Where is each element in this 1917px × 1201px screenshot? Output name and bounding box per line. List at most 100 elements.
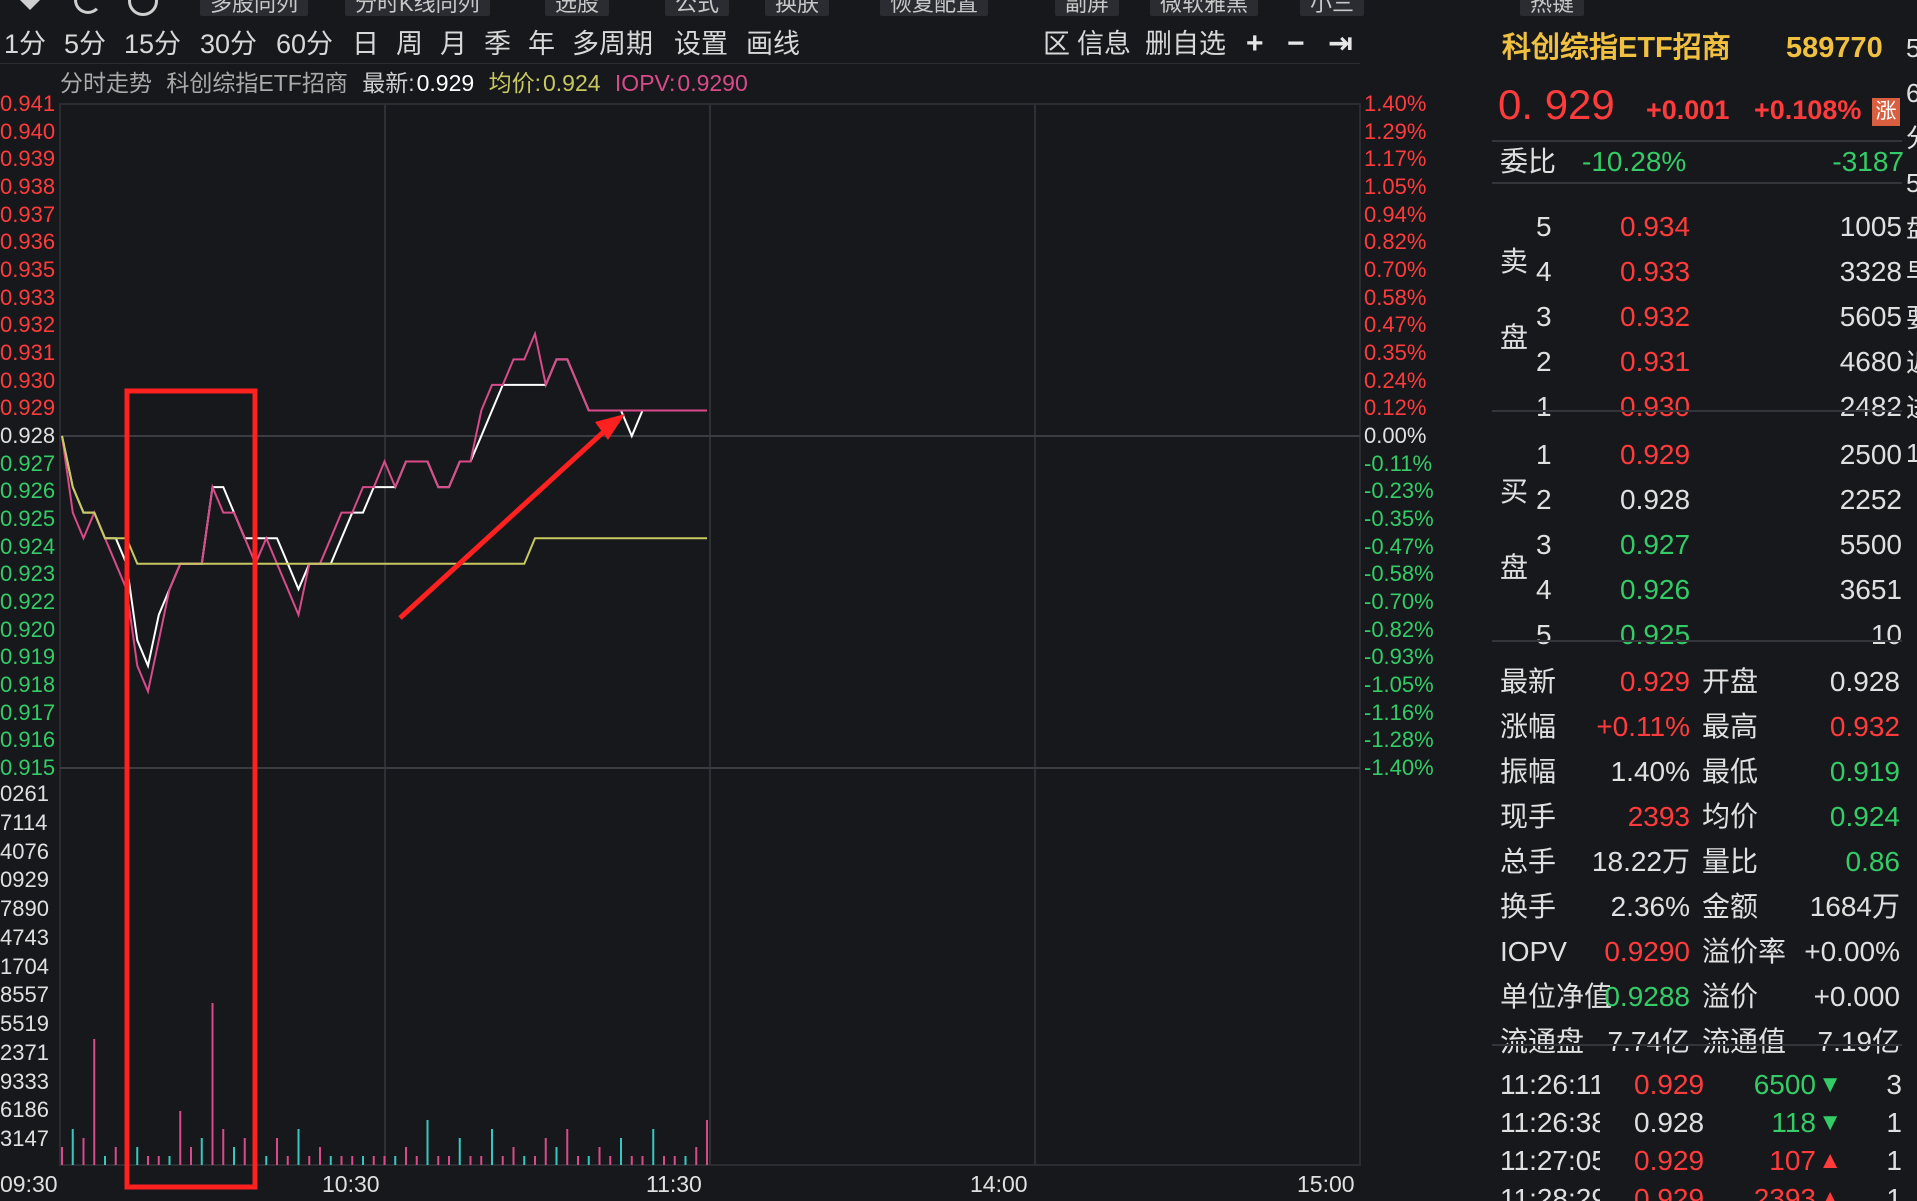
latest-label: 最新: [362, 70, 415, 96]
toolbar-button-8[interactable]: 小三 [1300, 0, 1365, 16]
period-tab-4[interactable]: 60分 [276, 29, 334, 59]
tick-time: 11:28:29 [1500, 1183, 1600, 1201]
price-tick: 0.926 [0, 478, 56, 504]
right-tab-2[interactable]: 删自选 [1145, 29, 1226, 59]
stat-value: 2.36% [1610, 891, 1690, 922]
price-tick: 0.935 [0, 257, 56, 282]
stat-label: 最低 [1702, 756, 1759, 787]
stat-value: +0.11% [1596, 711, 1690, 742]
chart-symbol-name: 科创综指ETF招商 [166, 70, 348, 96]
edge-char: 5 [1906, 168, 1917, 198]
price-tick: 0.917 [0, 699, 56, 725]
intraday-chart[interactable] [0, 0, 1490, 1201]
percent-tick: 0.35% [1364, 340, 1427, 365]
book-level: 5 [1536, 211, 1552, 242]
book-price: 0.932 [1620, 301, 1691, 332]
period-tab-10[interactable]: 多周期 [572, 29, 653, 59]
period-tab-12[interactable]: 画线 [746, 29, 800, 59]
toolbar-button-9[interactable]: 热键 [1520, 0, 1585, 16]
period-tab-11[interactable]: 设置 [674, 29, 728, 59]
tick-volume: 6500 [1753, 1069, 1816, 1100]
tick-volume: 118 [1771, 1107, 1816, 1138]
tick-time: 11:27:05 [1500, 1145, 1600, 1176]
stat-label: 现手 [1500, 801, 1557, 832]
arrow-right-end-icon[interactable]: ⇥ [1328, 27, 1354, 60]
divider [1492, 1044, 1902, 1046]
period-tab-2[interactable]: 15分 [124, 29, 182, 59]
percent-tick: -0.35% [1364, 506, 1434, 531]
period-tab-6[interactable]: 周 [396, 29, 423, 59]
price-tick: 0.938 [0, 174, 56, 199]
right-tab-0[interactable]: 区 [1043, 29, 1070, 59]
book-price: 0.926 [1620, 574, 1691, 605]
price-tick: 0.940 [0, 118, 56, 144]
stat-value: 7.19亿 [1817, 1026, 1901, 1057]
toolbar-button-3[interactable]: 公式 [665, 0, 730, 16]
latest-value: 0.929 [416, 70, 475, 96]
stat-label: 总手 [1500, 846, 1557, 877]
collapse-icon[interactable] [14, 0, 46, 10]
stat-label: 溢价 [1702, 981, 1759, 1012]
book-price: 0.930 [1620, 391, 1691, 422]
stat-value: 2393 [1627, 801, 1690, 832]
book-level: 4 [1536, 256, 1552, 287]
period-tab-3[interactable]: 30分 [200, 29, 258, 59]
percent-tick: -1.16% [1364, 699, 1434, 725]
stat-value: 0.932 [1829, 711, 1900, 742]
percent-tick: 0.94% [1364, 201, 1427, 227]
arrow-down-icon: ▼ [1818, 1109, 1842, 1136]
period-tab-5[interactable]: 日 [352, 29, 379, 59]
plus-icon[interactable]: + [1246, 27, 1264, 60]
book-price: 0.933 [1620, 256, 1691, 287]
price-tick: 0.923 [0, 561, 56, 587]
toolbar-button-4[interactable]: 换肤 [765, 0, 830, 16]
stat-label: 振幅 [1500, 756, 1557, 787]
minus-icon[interactable]: − [1287, 27, 1305, 60]
edge-char: 5 [1906, 33, 1917, 63]
stat-value: 0.919 [1829, 756, 1900, 787]
tick-price: 0.929 [1634, 1145, 1705, 1176]
edge-char: 要 [1906, 300, 1917, 336]
time-tick: 15:00 [1297, 1171, 1355, 1197]
time-tick: 14:00 [970, 1171, 1028, 1197]
period-tab-9[interactable]: 年 [528, 29, 555, 59]
toolbar-button-0[interactable]: 多股同列 [200, 0, 309, 16]
tick-count: 1 [1886, 1145, 1902, 1176]
toolbar-button-1[interactable]: 分时K线同列 [345, 0, 490, 16]
percent-tick: -0.11% [1364, 450, 1433, 476]
book-level: 1 [1536, 439, 1552, 470]
sell-label-top: 卖 [1500, 246, 1529, 277]
percent-tick: 0.82% [1364, 229, 1427, 255]
stat-value: 1.40% [1610, 756, 1690, 787]
stat-label: 单位净值 [1500, 981, 1613, 1012]
stat-label: 涨幅 [1500, 711, 1557, 742]
weibi-pct: -10.28% [1582, 146, 1687, 177]
refresh-icon[interactable] [74, 0, 102, 14]
percent-tick: -1.28% [1364, 727, 1434, 753]
period-tab-8[interactable]: 季 [484, 29, 511, 59]
toolbar-button-2[interactable]: 选股 [545, 0, 610, 16]
book-volume: 10 [1870, 619, 1902, 650]
chart-info-line: 分时走势 科创综指ETF招商 最新:0.929 均价:0.924 IOPV:0.… [60, 68, 756, 98]
divider [1492, 182, 1902, 184]
period-tab-7[interactable]: 月 [440, 29, 467, 59]
toolbar-button-6[interactable]: 副屏 [1055, 0, 1120, 16]
volume-tick: 8557 [0, 982, 49, 1008]
price-tick: 0.928 [0, 423, 56, 448]
book-volume: 2500 [1839, 439, 1902, 470]
annotation-arrow [398, 424, 612, 620]
right-tab-1[interactable]: 信息 [1077, 29, 1131, 59]
period-tab-1[interactable]: 5分 [64, 29, 107, 59]
edge-char: 进 [1906, 390, 1917, 426]
stat-value: 0.928 [1829, 666, 1900, 697]
book-volume: 3328 [1839, 256, 1902, 287]
toolbar-button-7[interactable]: 微软雅黑 [1150, 0, 1259, 16]
period-tab-0[interactable]: 1分 [4, 29, 47, 59]
stat-value: 0.924 [1829, 801, 1900, 832]
book-level: 4 [1536, 574, 1552, 605]
arrow-head [595, 414, 625, 440]
volume-tick: 9333 [0, 1068, 49, 1094]
time-tick: 11:30 [646, 1171, 702, 1197]
quote-price: 0. 929 [1498, 81, 1615, 128]
toolbar-button-5[interactable]: 恢复配置 [880, 0, 989, 16]
